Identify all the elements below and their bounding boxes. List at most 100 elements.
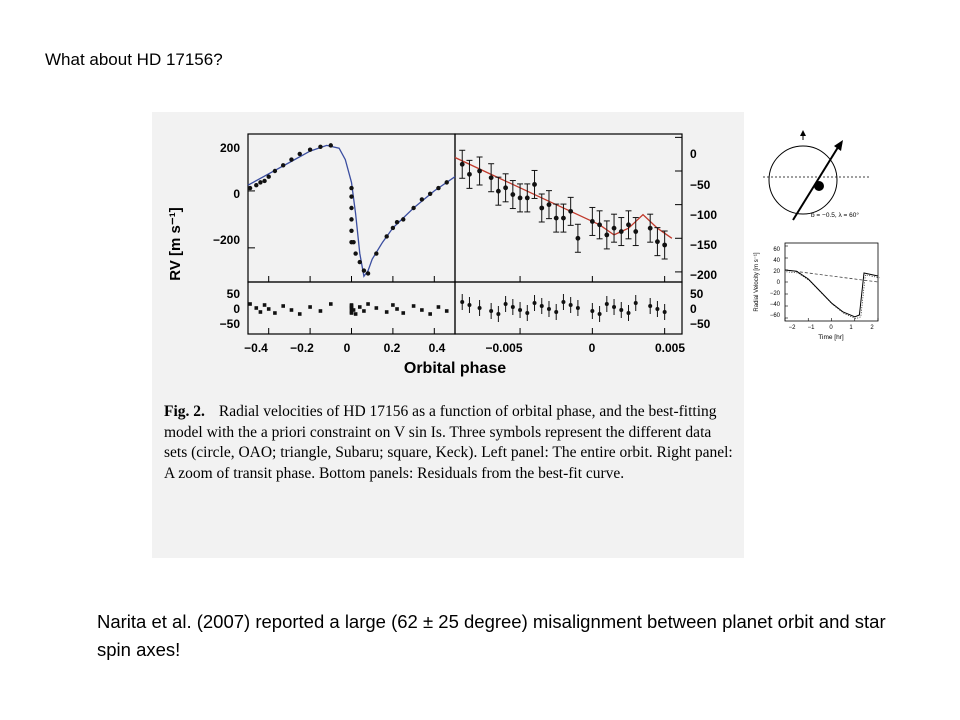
x-tick-label: −0.4	[244, 341, 268, 355]
data-point	[280, 163, 286, 168]
caption-text: Radial velocities of HD 17156 as a funct…	[164, 403, 733, 482]
residual-point	[349, 307, 354, 311]
residual-point	[477, 306, 482, 310]
figure-caption: Fig. 2. Radial velocities of HD 17156 as …	[164, 402, 736, 484]
residual-point	[248, 302, 252, 306]
y-tick-label: −200	[690, 268, 717, 282]
model-curve	[247, 144, 456, 278]
residual-point	[384, 310, 389, 314]
y-tick-label: −100	[690, 208, 717, 222]
residual-point	[525, 311, 530, 315]
inset-y-tick: −20	[770, 291, 781, 297]
data-point	[266, 174, 271, 179]
data-point	[351, 239, 356, 245]
residual-point	[539, 304, 544, 308]
residual-point	[258, 310, 263, 314]
geometry-label: b = −0.5, λ = 60°	[811, 211, 859, 219]
residual-point	[561, 300, 566, 304]
spin-arrow-icon	[800, 130, 806, 136]
data-point	[247, 185, 253, 191]
residual-point	[357, 305, 362, 309]
inset-x-tick: 0	[829, 325, 833, 331]
data-point	[618, 229, 624, 234]
data-point	[427, 191, 433, 196]
residual-point	[604, 302, 609, 306]
residual-point	[374, 306, 379, 310]
data-point	[349, 217, 354, 222]
data-point	[357, 259, 362, 265]
data-point	[349, 228, 354, 233]
residual-point	[351, 308, 356, 312]
residual-point	[308, 305, 312, 309]
residual-point	[590, 309, 595, 313]
residual-point	[503, 302, 508, 306]
residual-point	[518, 308, 523, 312]
data-point	[467, 171, 472, 177]
y-tick-label: −50	[690, 178, 711, 192]
residual-point	[568, 303, 573, 307]
residual-point	[362, 309, 366, 313]
y-tick-label: 50	[690, 287, 704, 301]
data-point	[419, 197, 425, 202]
residual-point	[496, 312, 501, 316]
residual-point	[633, 301, 638, 305]
data-point	[258, 180, 263, 185]
data-point	[647, 225, 653, 231]
residual-point	[489, 309, 494, 313]
data-point	[289, 157, 294, 162]
y-tick-label: −200	[213, 233, 240, 247]
data-point	[318, 144, 323, 150]
residual-point	[626, 311, 631, 315]
data-point	[589, 219, 595, 224]
right-resid-frame	[454, 281, 683, 335]
inset-plot-frame	[784, 242, 879, 322]
residual-point	[349, 304, 354, 308]
x-tick-label: 0	[344, 341, 351, 355]
residual-point	[648, 304, 653, 308]
data-point	[390, 225, 396, 231]
data-point	[297, 151, 302, 157]
data-point	[575, 235, 581, 241]
y-tick-label: −150	[690, 238, 717, 252]
data-point	[374, 251, 379, 256]
data-point	[488, 175, 494, 181]
x-tick-label: −0.2	[290, 341, 314, 355]
y-tick-label: −50	[220, 317, 241, 331]
data-point	[568, 208, 574, 214]
residual-point	[612, 305, 617, 309]
residual-point	[318, 309, 323, 313]
residual-point	[554, 310, 559, 314]
orbit-arrow-icon	[834, 140, 843, 151]
inset-x-label: Time [hr]	[818, 334, 844, 341]
residual-point	[266, 307, 271, 311]
residual-point	[546, 307, 551, 311]
inset-y-tick: 60	[773, 247, 780, 253]
data-point	[597, 222, 602, 228]
residual-point	[262, 303, 267, 307]
inset-y-tick: −60	[770, 313, 781, 319]
y-tick-label: 200	[220, 141, 240, 155]
data-point	[546, 202, 552, 208]
inset-chart: b = −0.5, λ = 60° Radial Velocity [m s⁻¹…	[754, 130, 880, 341]
slide-title: What about HD 17156?	[45, 50, 223, 69]
data-point	[604, 232, 610, 238]
residual-point	[401, 311, 406, 315]
data-point	[655, 239, 660, 245]
data-point	[524, 195, 530, 201]
conclusion-text: Narita et al. (2007) reported a large (6…	[97, 611, 886, 660]
residual-point	[532, 301, 537, 305]
x-tick-label: 0.2	[384, 341, 401, 355]
data-point	[503, 185, 509, 191]
residual-point	[273, 311, 277, 315]
data-point	[411, 205, 416, 211]
y-tick-label: 0	[690, 302, 697, 316]
data-point	[272, 168, 278, 174]
data-point	[394, 220, 400, 225]
residual-point	[411, 304, 416, 308]
data-point	[459, 161, 465, 167]
data-point	[517, 195, 523, 201]
y-axis-label: RV [m s⁻¹]	[167, 207, 184, 280]
residual-point	[353, 312, 358, 316]
inset-x-tick: −1	[808, 325, 816, 331]
data-point	[262, 178, 267, 184]
